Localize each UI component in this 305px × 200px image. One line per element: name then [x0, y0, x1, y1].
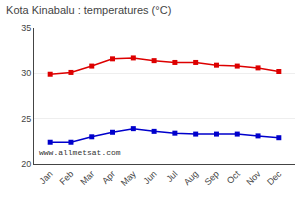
svg-text:Kota Kinabalu : temperatures (: Kota Kinabalu : temperatures (°C) [6, 4, 171, 16]
svg-text:Apr: Apr [100, 169, 117, 186]
svg-text:Nov: Nov [244, 168, 263, 187]
svg-text:Feb: Feb [58, 169, 76, 187]
svg-text:www.allmetsat.com: www.allmetsat.com [39, 148, 121, 157]
svg-text:Jan: Jan [37, 169, 54, 186]
svg-text:35: 35 [21, 23, 31, 33]
svg-text:20: 20 [21, 159, 31, 169]
svg-text:Mar: Mar [78, 169, 96, 187]
svg-text:Oct: Oct [225, 168, 242, 185]
svg-text:May: May [119, 168, 138, 187]
svg-text:Dec: Dec [265, 168, 284, 187]
svg-text:Sep: Sep [203, 169, 221, 187]
svg-text:Jun: Jun [141, 169, 158, 186]
svg-text:Jul: Jul [164, 169, 179, 184]
svg-text:25: 25 [21, 114, 31, 124]
svg-text:30: 30 [21, 68, 31, 78]
svg-text:Aug: Aug [182, 169, 200, 187]
